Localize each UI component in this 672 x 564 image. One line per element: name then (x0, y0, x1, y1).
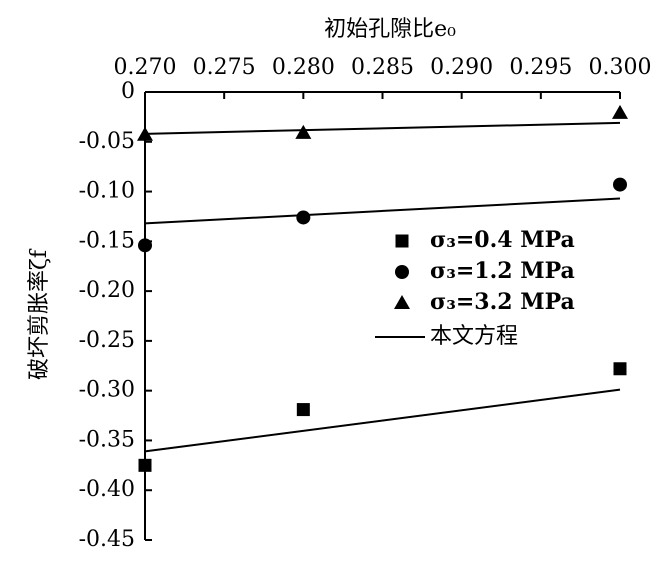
marker-circle (138, 238, 152, 253)
y-tick-label: -0.10 (79, 179, 135, 204)
x-tick-label: 0.280 (272, 55, 335, 80)
y-tick-label: -0.15 (79, 228, 135, 253)
fit-line (144, 121, 621, 135)
fit-line (144, 388, 621, 453)
y-tick-label: -0.30 (79, 378, 135, 403)
marker-triangle (295, 124, 312, 139)
legend-label: 本文方程 (430, 324, 518, 349)
x-tick-label: 0.285 (351, 55, 414, 80)
y-tick-label: -0.20 (79, 278, 135, 303)
y-tick-label: 0 (121, 79, 135, 104)
y-tick-label: -0.25 (79, 328, 135, 353)
marker-circle (395, 265, 409, 279)
y-tick-label: -0.35 (79, 427, 135, 452)
marker-triangle (612, 104, 628, 119)
x-tick-label: 0.290 (430, 55, 493, 80)
x-tick-label: 0.270 (114, 55, 177, 80)
y-axis-title: 破坏剪胀率ζf (27, 248, 52, 380)
y-tick-label: -0.05 (79, 129, 135, 154)
x-tick-label: 0.295 (509, 55, 572, 80)
legend-label: σ₃=0.4 MPa (430, 227, 575, 253)
marker-square (613, 362, 627, 376)
marker-square (296, 403, 310, 417)
marker-square (138, 458, 152, 472)
y-tick-label: -0.45 (79, 527, 135, 552)
legend-label: σ₃=3.2 MPa (430, 289, 575, 315)
marker-square (395, 234, 409, 248)
y-tick-label: -0.40 (79, 477, 135, 502)
marker-circle (296, 210, 311, 225)
marker-circle (613, 177, 627, 192)
x-tick-label: 0.275 (193, 55, 256, 80)
x-axis-title: 初始孔隙比e₀ (324, 17, 456, 42)
marker-triangle (137, 126, 153, 141)
marker-triangle (394, 295, 410, 309)
legend-label: σ₃=1.2 MPa (430, 258, 575, 284)
x-tick-label: 0.300 (589, 55, 652, 80)
fit-line (144, 197, 621, 225)
